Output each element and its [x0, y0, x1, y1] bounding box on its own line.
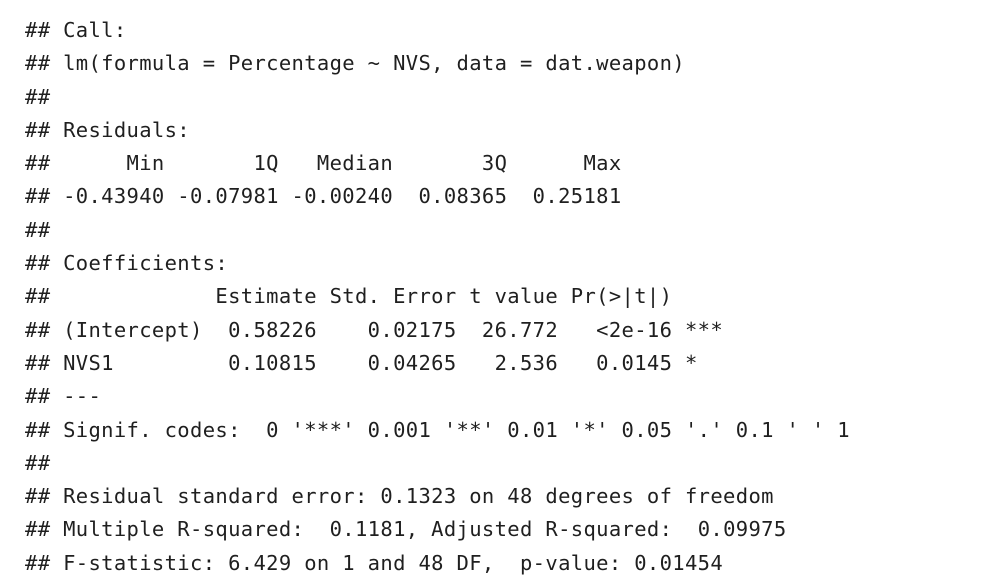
signif-codes-line: ## Signif. codes: 0 '***' 0.001 '**' 0.0…: [25, 417, 850, 442]
coefficient-row-nvs1: ## NVS1 0.10815 0.04265 2.536 0.0145 *: [25, 350, 724, 375]
coefficients-column-headers-line: ## Estimate Std. Error t value Pr(>|t|): [25, 284, 724, 309]
residuals-quantile-labels-line: ## Min 1Q Median 3Q Max: [25, 151, 635, 176]
residuals-header-line: ## Residuals:: [25, 117, 190, 142]
coefficient-row-intercept: ## (Intercept) 0.58226 0.02175 26.772 <2…: [25, 317, 724, 342]
separator-line: ## ---: [25, 384, 102, 409]
residual-standard-error-line: ## Residual standard error: 0.1323 on 48…: [25, 484, 774, 509]
r-console-output: ## Call: ## lm(formula = Percentage ~ NVS…: [25, 14, 850, 580]
blank-comment-line: ##: [25, 84, 51, 109]
call-header-line: ## Call:: [25, 18, 127, 42]
blank-comment-line: ##: [25, 217, 51, 242]
residuals-quantile-values-line: ## -0.43940 -0.07981 -0.00240 0.08365 0.…: [25, 184, 635, 209]
f-statistic-line: ## F-statistic: 6.429 on 1 and 48 DF, p-…: [25, 550, 724, 575]
r-squared-line: ## Multiple R-squared: 0.1181, Adjusted …: [25, 517, 800, 542]
blank-comment-line: ##: [25, 450, 51, 475]
call-formula-line: ## lm(formula = Percentage ~ NVS, data =…: [25, 51, 685, 76]
coefficients-header-line: ## Coefficients:: [25, 251, 229, 276]
